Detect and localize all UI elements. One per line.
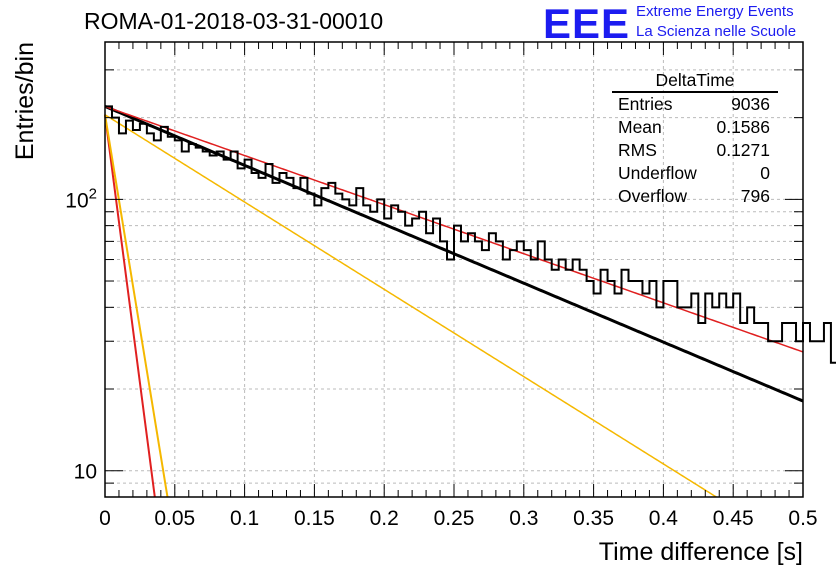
stats-box: DeltaTime Entries 9036 Mean 0.1586 RMS 0… <box>612 70 778 208</box>
y-ticks: 10 102 <box>65 69 803 498</box>
chart-title: ROMA-01-2018-03-31-00010 <box>84 8 384 34</box>
x-axis-label: Time difference [s] <box>599 538 803 566</box>
y-tick-label: 102 <box>65 185 97 212</box>
stats-row-rms: RMS 0.1271 <box>612 139 778 162</box>
x-tick-label: 0.3 <box>509 507 538 530</box>
x-tick-label: 0.05 <box>154 507 195 530</box>
x-tick-label: 0.35 <box>573 507 614 530</box>
fit-curve-fast-yellow <box>104 114 169 498</box>
x-tick-label: 0 <box>99 507 111 530</box>
x-tick-label: 0.2 <box>370 507 399 530</box>
x-tick-label: 0.5 <box>788 507 817 530</box>
stats-value: 0.1271 <box>716 140 770 160</box>
stats-row-mean: Mean 0.1586 <box>612 116 778 139</box>
x-tick-label: 0.45 <box>713 507 754 530</box>
eee-logo: EEE <box>543 0 631 47</box>
x-ticks: 0 0.05 0.1 0.15 0.2 0.25 0.3 0.35 0.4 0.45 0.5 <box>99 42 818 530</box>
y-tick-label: 10 <box>74 461 97 484</box>
x-tick-label: 0.25 <box>434 507 475 530</box>
histogram-outline <box>105 105 836 364</box>
fit-curve-slow <box>104 114 717 498</box>
x-tick-label: 0.15 <box>294 507 335 530</box>
x-tick-label: 0.1 <box>230 507 259 530</box>
y-axis-label: Entries/bin <box>11 42 39 160</box>
histogram <box>105 105 836 364</box>
stats-value: 0 <box>760 163 770 183</box>
x-tick-label: 0.4 <box>649 507 679 530</box>
stats-title: DeltaTime <box>612 70 778 93</box>
stats-row-underflow: Underflow 0 <box>612 162 778 185</box>
eee-logo-text: Extreme Energy Events La Scienza nelle S… <box>636 2 796 42</box>
eee-logo-line1: Extreme Energy Events <box>636 3 794 20</box>
stats-row-entries: Entries 9036 <box>612 93 778 116</box>
eee-logo-line2: La Scienza nelle Scuole <box>636 23 797 40</box>
stats-label: Underflow <box>618 163 697 183</box>
stats-row-overflow: Overflow 796 <box>612 185 778 208</box>
stats-label: Mean <box>618 117 662 137</box>
stats-value: 796 <box>740 186 770 206</box>
stats-value: 0.1586 <box>716 117 770 137</box>
fit-curve-fast-red <box>104 114 156 498</box>
stats-label: Entries <box>618 94 673 114</box>
stats-label: Overflow <box>618 186 688 206</box>
stats-value: 9036 <box>731 94 770 114</box>
stats-label: RMS <box>618 140 657 160</box>
